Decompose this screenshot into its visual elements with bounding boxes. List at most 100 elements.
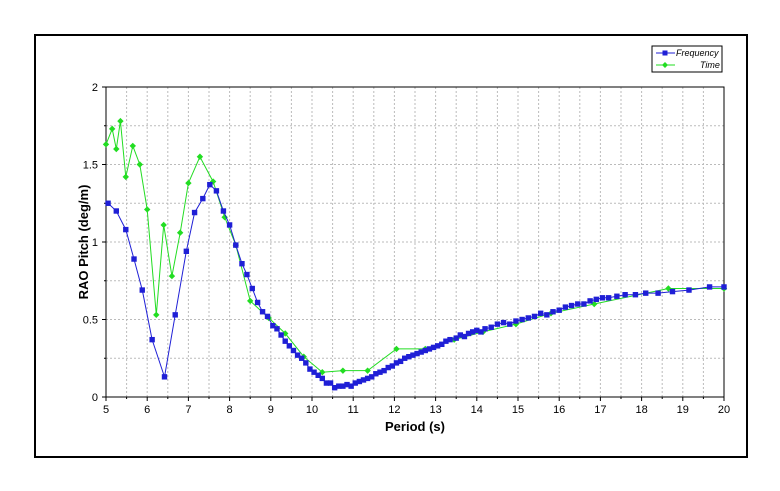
data-point-frequency [397,358,404,365]
y-tick-label: 1 [92,237,98,249]
x-tick-label: 17 [594,404,606,416]
data-point-time [153,311,160,319]
y-tick-labels: 0 0.5 1 1.5 2 [83,82,98,404]
data-point-frequency [352,380,358,386]
data-point-frequency [233,242,239,248]
data-point-frequency [537,310,544,316]
data-point-frequency [105,200,111,206]
data-point-frequency [525,315,531,321]
data-point-frequency [461,333,468,340]
data-point-time [176,229,184,236]
y-tick-label: 1.5 [83,160,98,172]
data-point-frequency [568,302,575,309]
data-point-frequency [149,336,155,343]
data-point-frequency [113,208,119,214]
data-point-frequency [482,326,488,332]
data-point-frequency [364,375,371,382]
data-point-frequency [443,338,449,344]
data-point-time [108,125,116,133]
data-point-time [168,272,176,280]
data-point-frequency [311,369,317,375]
x-tick-label: 13 [429,404,441,416]
data-point-frequency [706,284,713,290]
x-tick-label: 6 [144,404,150,416]
x-tick-label: 18 [635,404,647,416]
data-point-frequency [422,347,428,354]
x-tick-label: 9 [268,404,274,416]
x-tick-label: 11 [347,404,358,416]
data-point-frequency [453,335,459,341]
data-point-frequency [348,383,354,389]
data-point-frequency [434,343,441,349]
x-tick-label: 7 [185,404,191,416]
data-point-frequency [336,383,342,389]
data-point-frequency [249,285,255,292]
data-point-frequency [290,347,297,354]
data-point-frequency [531,313,538,320]
data-point-frequency [369,374,375,380]
data-point-frequency [200,195,206,202]
data-point-frequency [282,338,288,344]
x-tick-label: 15 [512,404,524,416]
data-point-frequency [393,360,400,366]
data-point-frequency [191,209,198,216]
data-point-frequency [500,319,507,326]
x-tick-label: 20 [718,404,730,416]
data-point-time [196,153,204,160]
x-tick-label: 14 [471,404,483,416]
data-point-frequency [414,350,420,357]
data-point-frequency [406,354,412,360]
data-point-frequency [544,312,550,318]
data-point-frequency [294,352,301,358]
data-point-time [144,206,151,213]
data-point-frequency [315,372,321,378]
data-point-frequency [474,327,480,334]
data-point-frequency [469,329,476,335]
data-point-frequency [447,336,453,343]
data-point-frequency [519,316,525,323]
x-tick-label: 16 [553,404,565,416]
data-point-frequency [139,287,145,293]
data-point-time [129,142,136,150]
data-point-time [221,214,228,221]
data-point-frequency [457,332,464,338]
data-point-time [160,221,167,229]
data-point-frequency [605,295,612,301]
y-axis-label: RAO Pitch (deg/m) [76,185,91,300]
data-point-frequency [259,309,266,315]
data-point-frequency [327,380,334,386]
data-point-frequency [643,290,649,296]
data-point-frequency [373,371,379,377]
data-point-frequency [323,380,330,386]
series-line-frequency [107,183,724,389]
data-point-frequency [593,296,599,303]
data-point-frequency [494,321,501,327]
legend-frequency-marker [662,50,668,56]
data-point-frequency [254,299,261,306]
data-point-frequency [278,332,284,338]
data-point-frequency [264,313,271,320]
data-point-time [393,345,400,353]
series-layer [102,117,728,391]
data-point-time [512,320,520,328]
data-point-frequency [550,309,556,315]
data-point-frequency [220,208,227,214]
series-line-time [105,121,724,373]
data-point-frequency [402,355,408,361]
data-point-time [136,161,143,168]
data-point-frequency [655,290,661,296]
x-tick-label: 10 [306,404,318,416]
data-point-frequency [410,352,416,358]
data-point-time [339,367,347,374]
data-point-frequency [686,287,692,293]
data-point-frequency [581,301,587,307]
data-point-frequency [556,307,562,313]
data-point-time [364,367,371,374]
legend: Frequency Time [651,45,723,73]
data-point-time [247,297,254,305]
data-point-frequency [669,288,676,295]
data-point-time [122,173,129,181]
data-point-time [102,141,110,148]
data-point-frequency [377,369,383,375]
data-point-frequency [389,363,396,369]
